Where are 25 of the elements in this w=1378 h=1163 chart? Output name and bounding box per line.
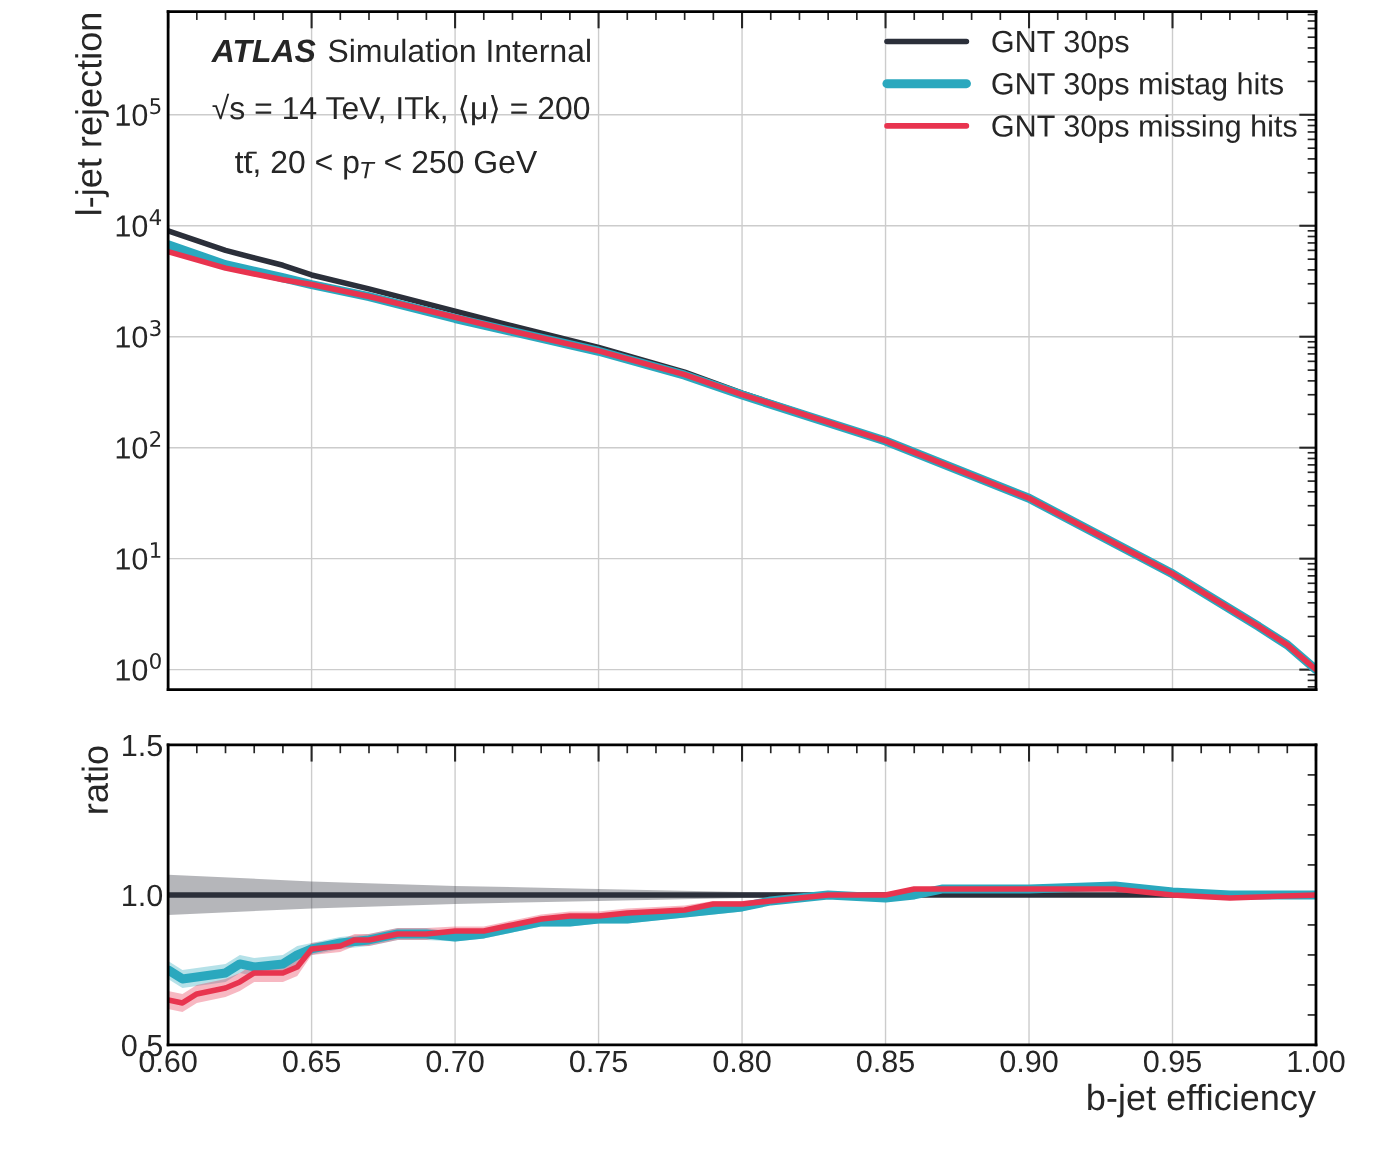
annotation: ATLAS Simulation Internal: [211, 38, 590, 63]
y-tick-label: 10$^{0}$: [116, 652, 161, 681]
x-tick-label: 0.80: [713, 1050, 771, 1073]
y-tick-label: 10$^{2}$: [116, 430, 161, 459]
annotation: √s = 14 TeV, ITk, ⟨μ⟩ = 200: [212, 93, 590, 126]
x-tick-label: 0.75: [570, 1050, 628, 1073]
legend-label: GNT 30ps mistag hits: [992, 72, 1283, 101]
y-tick-label: 10$^{3}$: [116, 319, 161, 348]
x-tick-label: 0.95: [1143, 1050, 1201, 1073]
y-axis-title: l-jet rejection: [75, 13, 109, 214]
y-tick-label: 1.0: [123, 884, 163, 907]
y-tick-label: 10$^{4}$: [116, 209, 162, 237]
legend-label: GNT 30ps: [992, 30, 1129, 59]
x-tick-label: 1.00: [1288, 1050, 1345, 1073]
y-axis-title: ratio: [81, 746, 109, 813]
y-tick-label: 10$^{5}$: [116, 98, 161, 126]
y-tick-label: 1.5: [123, 734, 162, 757]
x-tick-label: 0.65: [283, 1050, 341, 1073]
legend-label: GNT 30ps missing hits: [992, 114, 1297, 143]
y-tick-label: 10$^{1}$: [116, 542, 161, 570]
x-tick-label: 0.90: [1000, 1050, 1058, 1073]
x-axis-title: b-jet efficiency: [1088, 1083, 1316, 1118]
x-tick-label: 0.70: [426, 1050, 484, 1073]
x-tick-label: 0.85: [857, 1050, 914, 1073]
annotation: tt̄, 20 < p$_{T}$ < 250 GeV: [235, 150, 538, 180]
